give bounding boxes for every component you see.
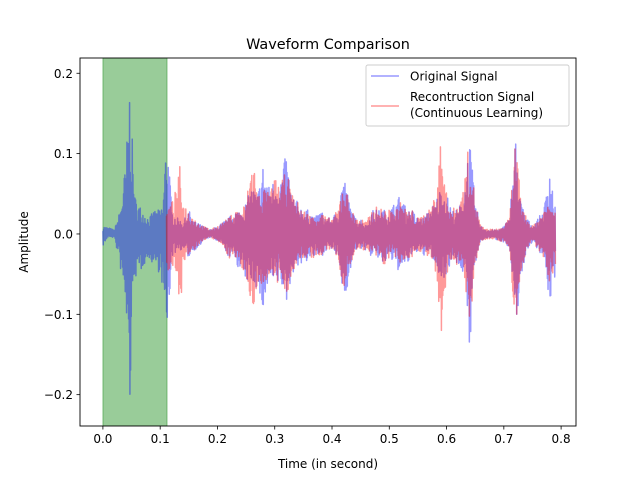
x-tick-label: 0.2 <box>208 432 227 446</box>
y-tick-label: 0.1 <box>54 147 73 161</box>
x-tick-label: 0.8 <box>552 432 571 446</box>
y-tick-label: −0.2 <box>44 388 73 402</box>
y-axis-label: Amplitude <box>17 211 31 273</box>
y-tick-label: 0.2 <box>54 67 73 81</box>
chart-title: Waveform Comparison <box>246 37 410 53</box>
series-line-0 <box>102 101 557 395</box>
x-tick-label: 0.1 <box>151 432 170 446</box>
y-axis: −0.2 −0.1 0.0 0.1 0.2 <box>44 67 80 402</box>
x-tick-label: 0.6 <box>437 432 456 446</box>
legend-label-original: Original Signal <box>410 70 498 84</box>
x-tick-label: 0.4 <box>322 432 341 446</box>
x-tick-label: 0.0 <box>93 432 112 446</box>
x-tick-label: 0.5 <box>380 432 399 446</box>
series-line-1 <box>165 146 557 332</box>
legend-label-reconstruction-line1: Recontruction Signal <box>410 90 534 104</box>
x-axis: 0.0 0.1 0.2 0.3 0.4 0.5 0.6 0.7 0.8 <box>93 426 571 446</box>
y-tick-label: 0.0 <box>54 227 73 241</box>
y-tick-label: −0.1 <box>44 308 73 322</box>
x-axis-label: Time (in second) <box>277 457 378 471</box>
plot-area <box>102 58 557 426</box>
legend: Original Signal Recontruction Signal (Co… <box>365 64 570 127</box>
x-tick-label: 0.7 <box>494 432 513 446</box>
x-tick-label: 0.3 <box>265 432 284 446</box>
highlight-span <box>102 58 168 426</box>
legend-label-reconstruction-line2: (Continuous Learning) <box>410 106 543 120</box>
legend-box <box>365 64 570 127</box>
axes-frame <box>79 57 577 427</box>
